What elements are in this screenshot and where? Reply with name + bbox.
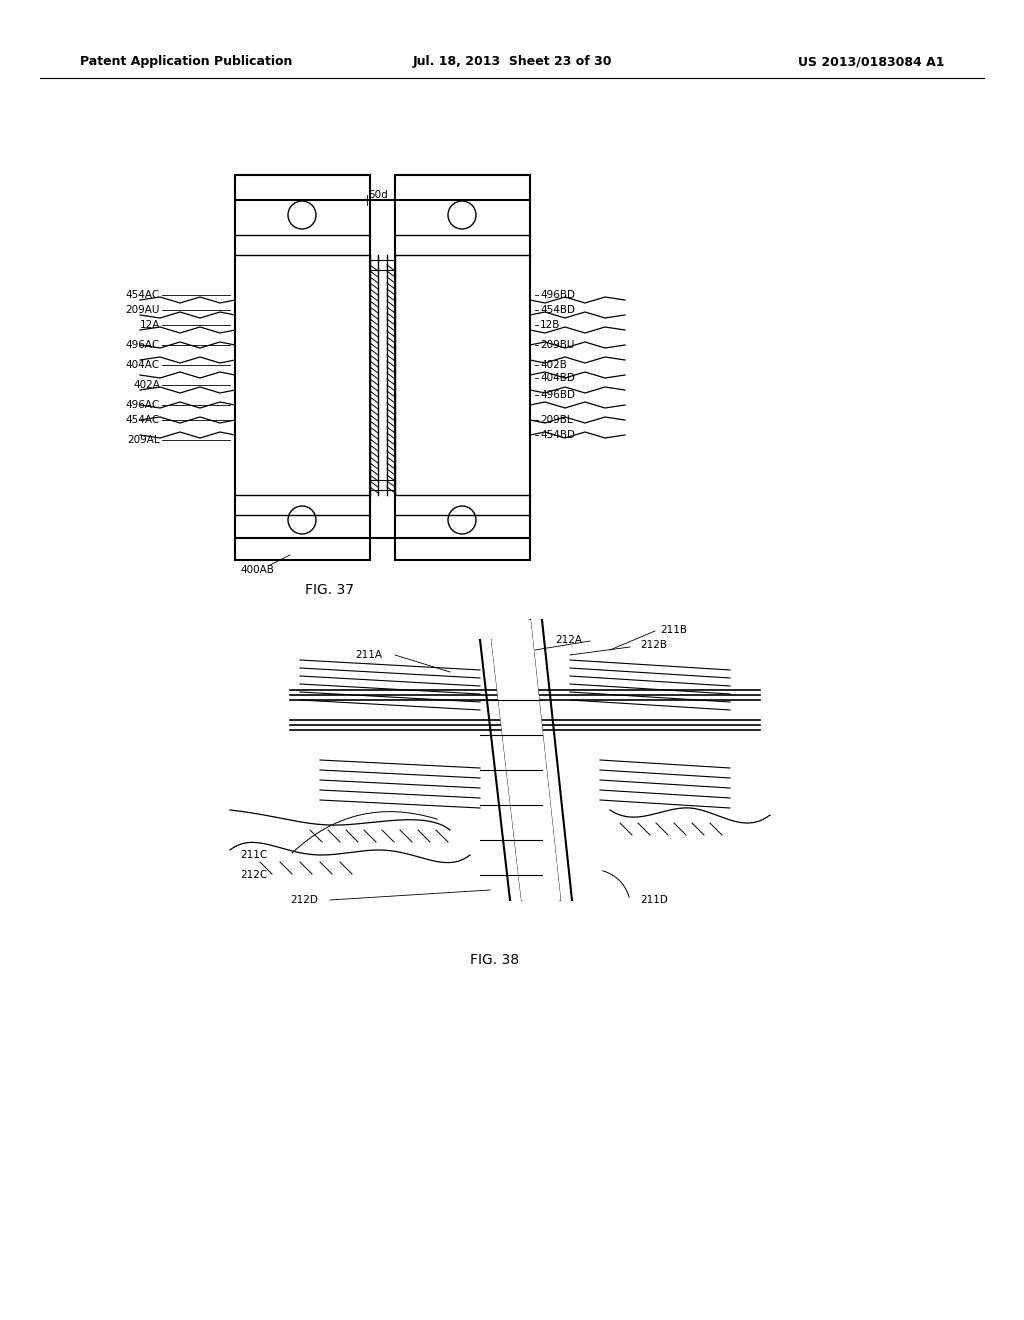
Text: 402A: 402A	[133, 380, 160, 389]
Text: 454AC: 454AC	[126, 414, 160, 425]
Text: 404AC: 404AC	[126, 360, 160, 370]
Text: 496BD: 496BD	[540, 389, 575, 400]
Text: 212D: 212D	[290, 895, 317, 906]
Text: US 2013/0183084 A1: US 2013/0183084 A1	[798, 55, 944, 69]
Text: 404BD: 404BD	[540, 374, 574, 383]
Text: 454BD: 454BD	[540, 430, 575, 440]
Text: 211A: 211A	[355, 649, 382, 660]
Bar	[234, 176, 370, 560]
Text: 211B: 211B	[660, 624, 687, 635]
Text: 211C: 211C	[240, 850, 267, 861]
Text: 496AC: 496AC	[126, 400, 160, 411]
Text: 496AC: 496AC	[126, 341, 160, 350]
Text: 209AL: 209AL	[127, 436, 160, 445]
Text: FIG. 37: FIG. 37	[305, 583, 354, 597]
Circle shape	[449, 506, 476, 535]
Text: 402B: 402B	[540, 360, 567, 370]
Polygon shape	[492, 620, 560, 900]
Circle shape	[288, 506, 316, 535]
Text: 209BU: 209BU	[540, 341, 574, 350]
Text: 212B: 212B	[640, 640, 667, 649]
Circle shape	[449, 201, 476, 228]
Text: 211D: 211D	[640, 895, 668, 906]
Text: Patent Application Publication: Patent Application Publication	[80, 55, 293, 69]
Circle shape	[288, 201, 316, 228]
Text: 454AC: 454AC	[126, 290, 160, 300]
Text: 12B: 12B	[540, 319, 560, 330]
Bar	[395, 176, 530, 560]
Text: 400AB: 400AB	[240, 565, 273, 576]
Text: 209BL: 209BL	[540, 414, 572, 425]
Text: FIG. 38: FIG. 38	[470, 953, 519, 968]
Text: Jul. 18, 2013  Sheet 23 of 30: Jul. 18, 2013 Sheet 23 of 30	[413, 55, 611, 69]
Text: 212C: 212C	[240, 870, 267, 880]
Text: 50d: 50d	[368, 190, 388, 201]
Text: 454BD: 454BD	[540, 305, 575, 315]
Text: 212A: 212A	[555, 635, 582, 645]
Text: 12A: 12A	[139, 319, 160, 330]
Text: 496BD: 496BD	[540, 290, 575, 300]
Text: 209AU: 209AU	[126, 305, 160, 315]
